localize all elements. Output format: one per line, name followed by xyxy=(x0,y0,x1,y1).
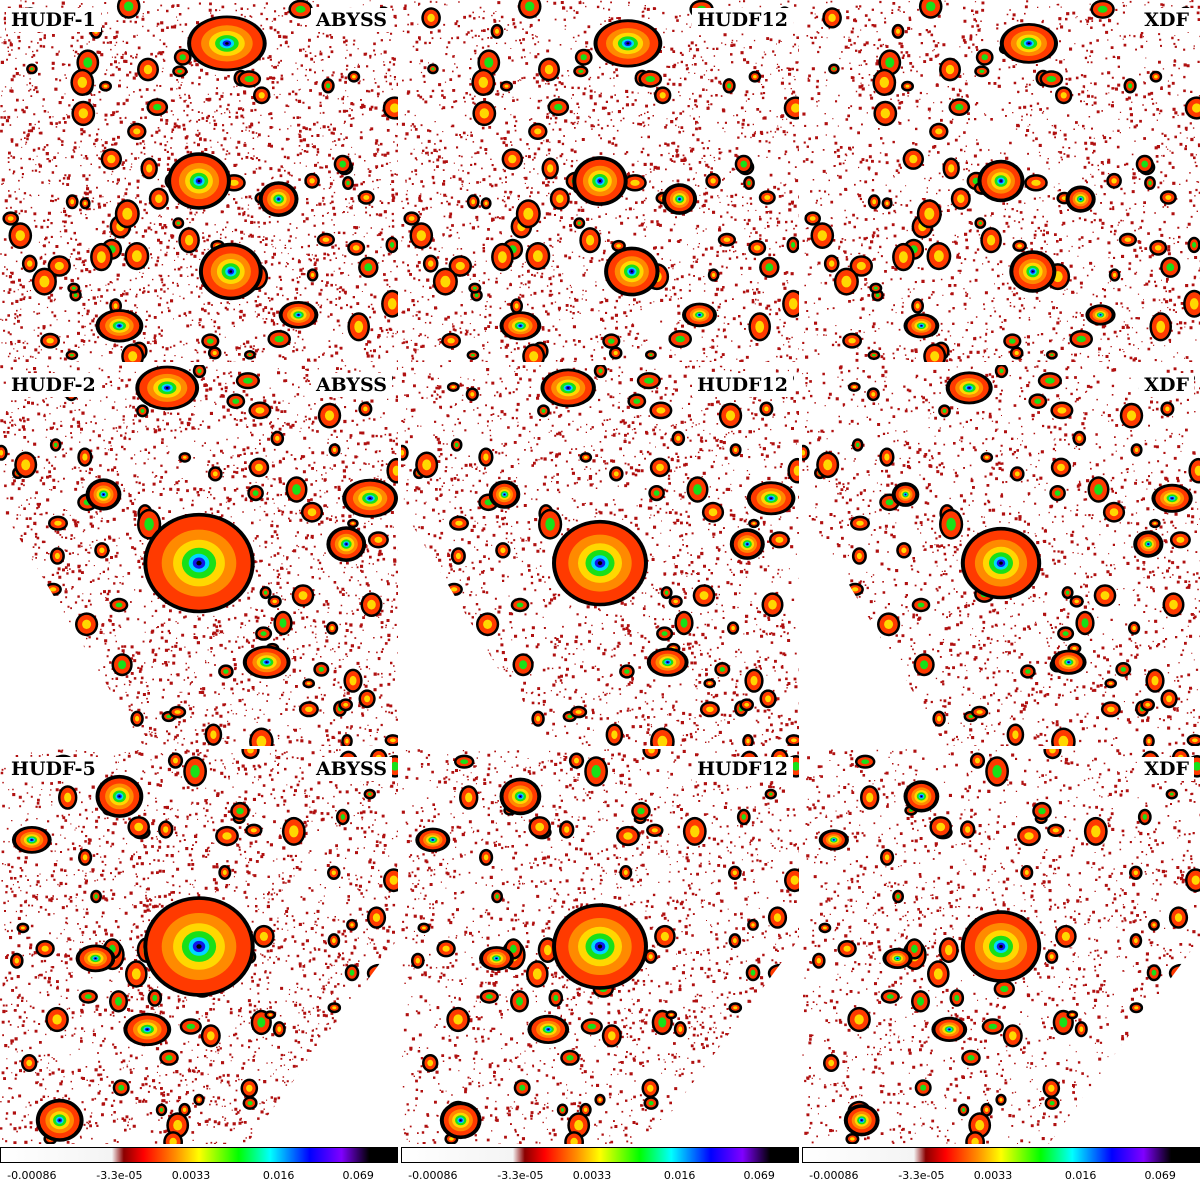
galaxy-field-image xyxy=(0,0,398,362)
galaxy-field-image xyxy=(0,749,398,1144)
galaxy-field-image xyxy=(401,365,799,746)
survey-label: ABYSS xyxy=(310,373,392,397)
noise-speckle xyxy=(401,365,799,746)
colorbar-tick-label: 0.016 xyxy=(262,1169,295,1182)
galaxy-field-image xyxy=(802,749,1200,1144)
colorbar-gradient xyxy=(401,1147,799,1163)
bright-galaxies xyxy=(499,19,717,341)
footprint-edge-mask xyxy=(802,506,946,746)
survey-label: HUDF12 xyxy=(692,757,793,781)
image-panel-hudf-5-xdf: XDF xyxy=(802,749,1200,1144)
colorbar-tick-label: 0.016 xyxy=(1064,1169,1097,1182)
survey-label: ABYSS xyxy=(310,8,392,32)
colorbar-tick-label: 0.0033 xyxy=(973,1169,1013,1182)
colorbar-tick-label: 0.069 xyxy=(743,1169,775,1182)
image-panel-hudf-1-hudf12: HUDF12 xyxy=(401,0,799,362)
colorbar-gradient xyxy=(0,1147,398,1163)
colorbar-tick-label: 0.0033 xyxy=(171,1169,211,1182)
footprint-edge-mask xyxy=(0,506,144,746)
image-grid: HUDF-1 ABYSS HUDF12 XDF HUDF-2 ABYSS HUDF12 XDF… xyxy=(0,0,1200,1144)
survey-label: HUDF12 xyxy=(692,373,793,397)
footprint-edge-mask xyxy=(401,506,545,746)
image-panel-hudf-1-abyss: HUDF-1 ABYSS xyxy=(0,0,398,362)
colorbar-tick-label: -3.3e-05 xyxy=(497,1169,544,1182)
field-label: HUDF-5 xyxy=(6,757,101,781)
galaxy-field-image xyxy=(0,365,398,746)
survey-label: ABYSS xyxy=(310,757,392,781)
survey-label: XDF xyxy=(1139,8,1194,32)
noise-speckle xyxy=(802,749,1200,1144)
footprint-edge-mask xyxy=(1048,938,1200,1144)
image-panel-hudf-5-abyss: HUDF-5 ABYSS xyxy=(0,749,398,1144)
colorbar-tick-label: 0.069 xyxy=(1144,1169,1176,1182)
colorbar-tick-label: 0.069 xyxy=(342,1169,374,1182)
galaxy-field-image xyxy=(802,365,1200,746)
galaxy-field-image xyxy=(401,749,799,1144)
survey-label: XDF xyxy=(1139,373,1194,397)
colorbar-gradient xyxy=(802,1147,1200,1163)
bright-galaxies xyxy=(891,371,1193,675)
field-label: HUDF-2 xyxy=(6,373,101,397)
colorbar-tick-label: -0.00086 xyxy=(7,1169,57,1182)
colorbar: -0.00086 -3.3e-05 0.0033 0.016 0.069 xyxy=(401,1147,799,1190)
field-label: HUDF-1 xyxy=(6,8,101,32)
image-panel-hudf-2-abyss: HUDF-2 ABYSS xyxy=(0,365,398,746)
image-panel-hudf-2-hudf12: HUDF12 xyxy=(401,365,799,746)
bright-galaxies xyxy=(415,777,648,1140)
colorbar: -0.00086 -3.3e-05 0.0033 0.016 0.069 xyxy=(0,1147,398,1190)
bright-galaxies xyxy=(11,774,255,1142)
image-panel-hudf-2-xdf: XDF xyxy=(802,365,1200,746)
image-panel-hudf-1-xdf: XDF xyxy=(802,0,1200,362)
galaxy-field-image xyxy=(802,0,1200,362)
galaxy-field-image xyxy=(401,0,799,362)
faint-sources xyxy=(804,0,1200,362)
bright-galaxies xyxy=(95,15,319,343)
colorbar-tick-label: 0.0033 xyxy=(572,1169,612,1182)
survey-label: HUDF12 xyxy=(692,8,793,32)
colorbar-tick-label: -3.3e-05 xyxy=(898,1169,945,1182)
survey-label: XDF xyxy=(1139,757,1194,781)
bright-galaxies xyxy=(903,23,1116,339)
colorbar-tick-label: -3.3e-05 xyxy=(96,1169,143,1182)
colorbar-tick-label: 0.016 xyxy=(663,1169,696,1182)
bright-galaxies xyxy=(85,365,398,679)
colorbar-tick-label: -0.00086 xyxy=(408,1169,458,1182)
bright-galaxies xyxy=(818,780,1042,1137)
colorbar-tick-label: -0.00086 xyxy=(809,1169,859,1182)
faint-sources xyxy=(0,365,398,746)
bright-galaxies xyxy=(488,368,796,677)
colorbar: -0.00086 -3.3e-05 0.0033 0.016 0.069 xyxy=(802,1147,1200,1190)
image-panel-hudf-5-hudf12: HUDF12 xyxy=(401,749,799,1144)
